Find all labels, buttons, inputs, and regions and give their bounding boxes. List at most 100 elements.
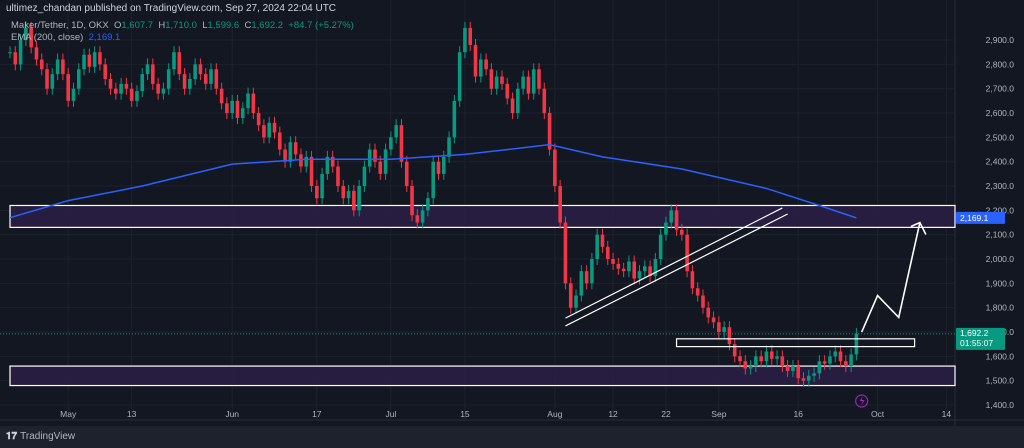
candle [373, 149, 377, 162]
candle [262, 125, 266, 138]
candle [209, 69, 213, 84]
candle [156, 83, 160, 94]
x-tick-label: 17 [312, 409, 322, 419]
candle [431, 161, 435, 199]
candle [505, 83, 510, 99]
low-value: 1,599.6 [207, 20, 240, 31]
candle [357, 186, 361, 211]
candle [151, 64, 155, 84]
last-price-badge [956, 327, 1005, 350]
open-label: O [113, 20, 122, 31]
candle [653, 259, 658, 277]
candle [616, 263, 621, 269]
candle [29, 27, 33, 48]
countdown-label: 01:55:07 [960, 338, 993, 348]
candle [764, 351, 769, 362]
x-tick-label: 22 [661, 409, 671, 419]
candle [24, 27, 28, 41]
candle [822, 361, 827, 364]
candle [330, 156, 335, 167]
candle [637, 271, 642, 279]
candle [817, 361, 822, 374]
y-tick-label: 1,400.0 [986, 400, 1015, 410]
trend-channel-line [565, 207, 783, 319]
tradingview-logo-icon: 𝟏𝟕 [6, 431, 18, 442]
candle [658, 234, 663, 260]
candle [854, 333, 859, 355]
lightning-icon[interactable] [855, 394, 869, 408]
candle [542, 88, 547, 114]
candle [288, 142, 293, 162]
y-tick-label: 2,300.0 [986, 181, 1015, 191]
candle [643, 266, 647, 272]
candle [838, 351, 843, 362]
candle [13, 52, 18, 65]
candle [785, 366, 790, 371]
candle [484, 59, 488, 70]
candle [389, 137, 393, 150]
candle [426, 198, 430, 211]
candle [283, 149, 287, 162]
candle [806, 375, 811, 381]
brand-name: TradingView [20, 431, 76, 442]
candle [55, 59, 60, 75]
candle [251, 93, 256, 114]
candle [135, 91, 139, 101]
candle [441, 156, 446, 174]
candle [796, 366, 801, 379]
candle [76, 69, 81, 89]
candle [648, 266, 652, 277]
candle [352, 190, 356, 211]
ema-legend[interactable]: EMA (200, close) 2,169.1 [11, 32, 120, 43]
y-tick-label: 1,500.0 [986, 376, 1015, 386]
candle [473, 44, 478, 77]
candle [87, 54, 92, 67]
candle [722, 327, 726, 333]
range-box [675, 338, 916, 348]
candle [182, 74, 187, 89]
candle [754, 356, 758, 367]
candle [108, 78, 113, 89]
candle [50, 74, 55, 89]
symbol-legend: Maker/Tether, 1D, OKX O1,607.7 H1,710.0 … [11, 20, 354, 31]
y-tick-label: 2,100.0 [986, 230, 1015, 240]
candle [516, 88, 520, 114]
candle [743, 361, 748, 369]
candle [240, 108, 245, 118]
candle [732, 344, 737, 357]
candle [558, 186, 562, 223]
candle [293, 142, 298, 155]
candle [246, 93, 250, 109]
support-resistance-zone [9, 365, 956, 387]
y-tick-label: 2,400.0 [986, 157, 1015, 167]
candle [410, 186, 414, 216]
trend-channel-line [565, 213, 788, 327]
candle [225, 103, 229, 114]
support-resistance-zone [9, 204, 956, 228]
price-chart[interactable]: 2,900.0 2,800.0 2,700.0 2,600.0 2,500.0 2,400… [0, 0, 1024, 426]
candle [114, 88, 118, 94]
candle [537, 69, 541, 89]
candle [145, 64, 150, 75]
candle [574, 295, 578, 308]
candle [161, 88, 166, 94]
candle [812, 373, 816, 376]
candle [203, 74, 208, 84]
y-tick-label: 1,600.0 [986, 351, 1015, 361]
candle [39, 59, 44, 70]
candle [420, 210, 425, 223]
candle [553, 149, 557, 187]
candle [605, 246, 610, 260]
y-tick-label: 1,900.0 [986, 278, 1015, 288]
x-tick-label: 12 [608, 409, 618, 419]
lightning-bolt-icon [859, 396, 865, 406]
y-tick-label: 2,600.0 [986, 108, 1015, 118]
candle [277, 132, 282, 150]
candle [600, 234, 605, 247]
close-value: 1,692.2 [251, 20, 284, 31]
x-tick-label: Oct [871, 409, 885, 419]
tradingview-logo[interactable]: 𝟏𝟕 TradingView [6, 431, 75, 442]
candle [563, 222, 568, 284]
candle [801, 378, 806, 381]
symbol-name[interactable]: Maker/Tether, 1D, OKX [11, 20, 109, 31]
